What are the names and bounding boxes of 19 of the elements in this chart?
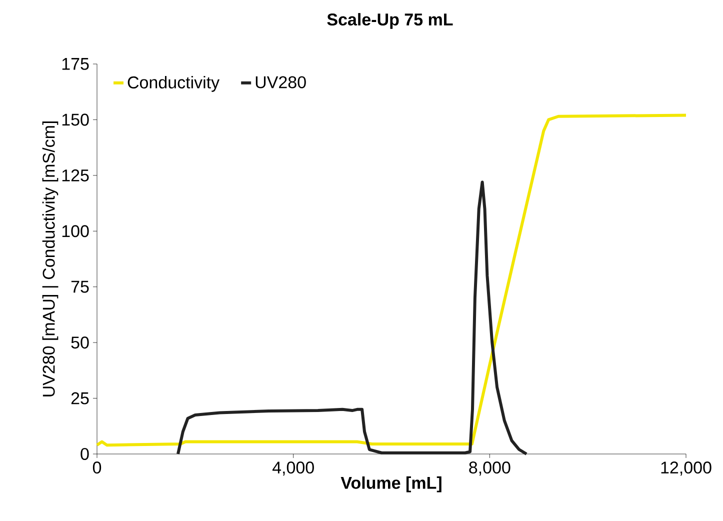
x-axis-title: Volume [mL] xyxy=(340,476,442,492)
x-tick-label: 4,000 xyxy=(272,462,314,476)
x-tick-label: 0 xyxy=(92,462,102,474)
legend-label: Conductivity xyxy=(128,76,220,92)
y-axis-title: UV280 [mAU] | Conductivity [mS/cm] xyxy=(42,122,58,396)
x-tick-label: 8,000 xyxy=(469,462,510,476)
y-tick-label: 175 xyxy=(62,58,89,70)
y-tick-label: 150 xyxy=(62,114,89,126)
chart-title: Scale-Up 75 mL xyxy=(327,13,453,29)
y-tick-label: 75 xyxy=(71,280,89,293)
y-tick-label: 50 xyxy=(71,336,89,349)
y-tick-label: 125 xyxy=(62,169,89,182)
legend-label: UV280 xyxy=(256,76,306,88)
y-tick-label: 100 xyxy=(62,225,89,238)
y-tick-label: 25 xyxy=(71,392,89,404)
line-series xyxy=(176,180,528,456)
x-tick-label: 12,000 xyxy=(661,462,712,476)
line-series xyxy=(96,114,688,447)
y-tick-label: 0 xyxy=(80,448,89,460)
